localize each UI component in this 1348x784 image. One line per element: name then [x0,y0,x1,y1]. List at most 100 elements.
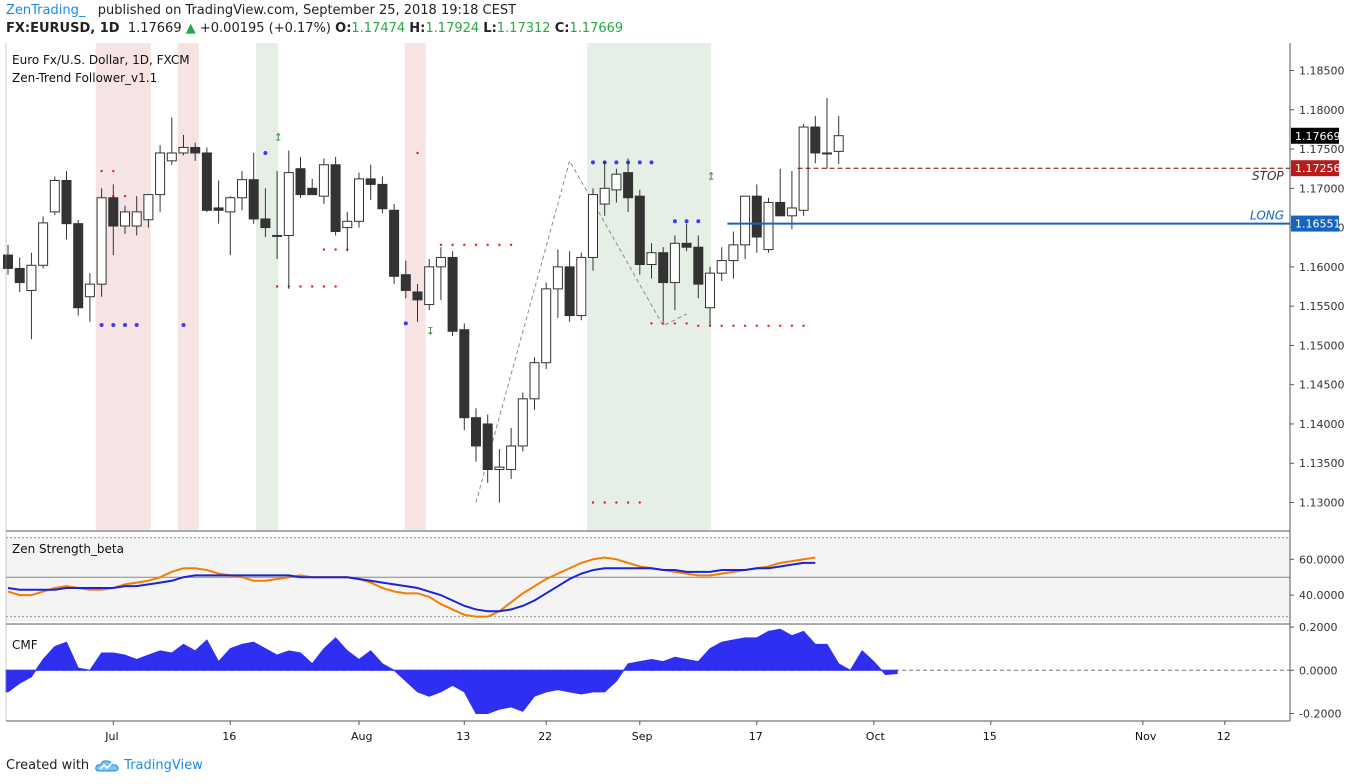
cmf-axis-label: -0.2000 [1299,707,1341,720]
trailing-dot-blue [263,151,267,155]
candle-body [132,212,141,226]
trading-chart[interactable]: ↥↧↥ STOPLONG 1.185001.180001.175001.1700… [0,0,1348,784]
candle-body [764,202,773,249]
candle-body [331,165,340,232]
candle-body [355,179,364,221]
time-axis-label: Oct [866,730,886,743]
candle-body [109,198,118,226]
candle-body [413,292,422,300]
candle-body [85,284,94,297]
stop-price-tag: 1.17256 [1295,162,1341,175]
trailing-dot-red [276,285,278,287]
candle-body [518,399,527,446]
trailing-dot-red [323,285,325,287]
candle-body [647,253,656,265]
time-axis-label: Aug [351,730,372,743]
trailing-dot-red [112,170,114,172]
signal-arrow-icon: ↥ [274,132,282,143]
trailing-dot-red [124,195,126,197]
trailing-dot-red [791,325,793,327]
time-axis-label: 17 [749,730,763,743]
trailing-dot-blue [123,323,127,327]
price-axis-label: 1.14000 [1299,418,1345,431]
price-axis-label: 1.13000 [1299,497,1345,510]
trend-zone-green [587,43,711,530]
strength-pane-background [6,536,1290,622]
trailing-dot-blue [673,219,677,223]
candle-body [612,174,621,190]
time-axis-label: 15 [983,730,997,743]
price-axis-label: 1.15000 [1299,339,1345,352]
trailing-dot-red [732,325,734,327]
candle-body [401,275,410,291]
time-axis-label: 16 [222,730,236,743]
candle-body [156,153,165,195]
indicator-name: Zen-Trend Follower_v1.1 [12,71,157,85]
candle-body [530,363,539,399]
candle-body [15,268,24,282]
time-axis-label: Sep [632,730,653,743]
trailing-dot-red [627,501,629,503]
candle-body [717,261,726,274]
strength-pane-title: Zen Strength_beta [12,542,124,556]
candle-body [624,173,633,198]
trailing-dot-blue [614,160,618,164]
candle-body [706,273,715,308]
candle-body [226,198,235,212]
trailing-dot-red [100,170,102,172]
trailing-dot-blue [638,160,642,164]
strength-axis-label: 40.0000 [1299,589,1345,602]
trailing-dot-red [451,244,453,246]
tradingview-brand-link[interactable]: TradingView [95,758,203,773]
trend-zone-green [256,43,278,530]
candle-body [507,446,516,470]
candle-body [425,267,434,305]
candle-body [542,289,551,363]
trailing-dot-red [779,325,781,327]
candle-body [378,184,387,208]
strength-axis-label: 60.0000 [1299,553,1345,566]
trailing-dot-red [510,244,512,246]
candle-body [308,188,317,194]
trailing-dot-blue [696,219,700,223]
candle-body [261,219,270,228]
candle-body [366,179,375,184]
candle-body [448,257,457,331]
candle-body [752,196,761,237]
candle-body [565,267,574,316]
time-axis-label: Nov [1135,730,1157,743]
candle-body [729,245,738,261]
candle-body [4,255,13,268]
candle-body [811,127,820,153]
candle-body [670,243,679,282]
candle-body [39,223,48,265]
candle-body [741,196,750,245]
trailing-dot-blue [591,160,595,164]
cmf-pane-background [6,626,1290,721]
time-axis-label: 13 [456,730,470,743]
cmf-axis-label: 0.2000 [1299,621,1338,634]
candle-body [191,147,200,152]
candle-body [694,247,703,284]
price-axis-label: 1.16000 [1299,261,1345,274]
trend-zone-red [178,43,199,530]
candle-body [249,180,258,219]
price-axis-label: 1.18000 [1299,104,1345,117]
trailing-dot-red [475,244,477,246]
candle-body [74,224,83,308]
trailing-dot-red [334,248,336,250]
candle-body [284,173,293,236]
price-axis-label: 1.17000 [1299,182,1345,195]
trailing-dot-blue [685,219,689,223]
trailing-dot-blue [100,323,104,327]
candle-body [97,198,106,284]
trailing-dot-red [323,248,325,250]
tradingview-brand-label: TradingView [124,758,203,773]
candle-body [50,180,59,211]
last-price-tag: 1.17669 [1295,130,1341,143]
candle-body [273,235,282,236]
trailing-dot-red [650,322,652,324]
candle-body [834,136,843,152]
price-axis-label: 1.17500 [1299,143,1345,156]
stop-level-name: STOP [1252,169,1284,183]
